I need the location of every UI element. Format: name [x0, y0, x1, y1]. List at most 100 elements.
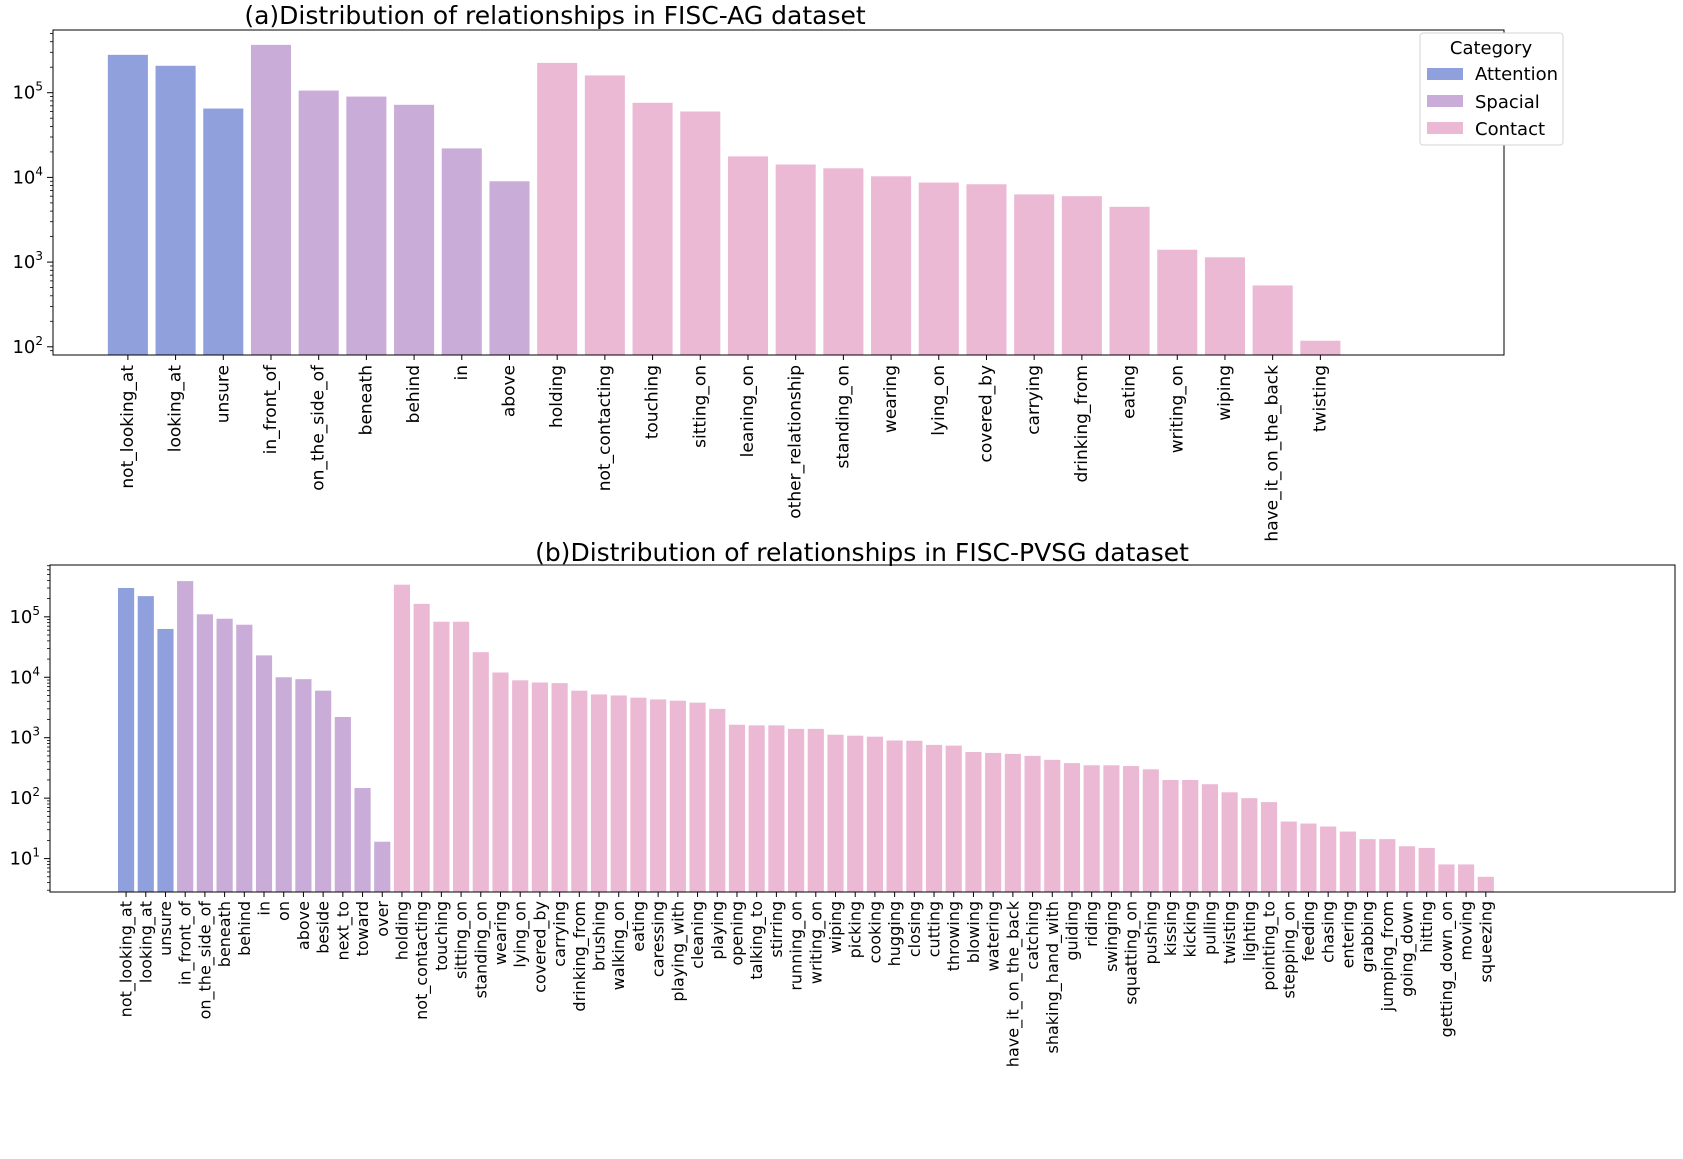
x-tick-label: swinging [1102, 901, 1121, 972]
bar-standing_on [472, 652, 489, 892]
bar-lying_on [512, 680, 529, 892]
x-tick-label: guiding [1062, 901, 1081, 961]
x-tick-label: catching [1023, 901, 1042, 970]
x-tick-label: not_looking_at [117, 901, 137, 1017]
x-tick-label: above [499, 365, 519, 417]
x-tick-label: writing_on [806, 901, 826, 984]
x-tick-label: kicking [1181, 901, 1200, 958]
bar-guiding [1063, 763, 1081, 892]
x-tick-label: above [294, 901, 313, 950]
axes-frame [52, 29, 1505, 356]
bar-hugging [886, 740, 903, 892]
bar-going_down [1398, 846, 1416, 892]
x-tick-label: twisting [1310, 365, 1330, 432]
x-tick-label: throwing [944, 901, 963, 971]
x-tick-label: wearing [491, 901, 510, 965]
bar-beneath [346, 96, 387, 355]
bar-lighting [1241, 798, 1258, 892]
bar-twisting [1300, 340, 1341, 355]
x-tick-label: blowing [964, 901, 983, 963]
bar-twisting [1221, 792, 1238, 892]
x-tick-label: kissing [1161, 901, 1180, 956]
bar-hitting [1418, 847, 1435, 892]
bar-touching [632, 102, 673, 355]
bar-talking_to [748, 725, 765, 892]
x-tick-label: beneath [215, 901, 234, 967]
x-tick-label: touching [643, 365, 663, 439]
bar-moving [1458, 864, 1475, 892]
x-tick-label: in [452, 365, 472, 381]
x-tick-label: wiping [1215, 365, 1235, 421]
x-tick-label: in_front_of [261, 364, 281, 454]
bar-pointing_to [1260, 802, 1278, 892]
x-tick-label: grabbing [1358, 901, 1377, 973]
x-tick-label: holding [547, 365, 567, 428]
y-tick-label: 102 [9, 785, 40, 809]
bar-lying_on [918, 182, 959, 355]
bar-cooking [866, 736, 883, 892]
x-tick-label: cooking [865, 901, 884, 963]
chart-b-title: (b)Distribution of relationships in FISC… [535, 538, 1189, 567]
x-tick-label: looking_at [136, 901, 156, 983]
bar-holding [537, 62, 578, 356]
legend-title: Category [1450, 38, 1533, 59]
x-tick-label: caressing [649, 901, 668, 977]
y-tick-label: 104 [12, 164, 43, 188]
bar-beside [315, 690, 332, 892]
bar-wearing [871, 176, 912, 355]
x-tick-label: leaning_on [738, 365, 758, 457]
bar-on_the_side_of [298, 90, 339, 356]
legend-swatch-attention [1427, 68, 1463, 80]
x-tick-label: other_relationship [786, 365, 806, 519]
legend-swatch-contact [1427, 122, 1463, 134]
bar-watering [985, 752, 1002, 892]
x-tick-label: playing_with [668, 901, 688, 1002]
chart-b-plot: not_looking_at looking_at unsure in_front_o… [9, 564, 1676, 1067]
bar-in [255, 655, 273, 892]
bar-writing_on [807, 728, 824, 892]
bar-unsure [157, 628, 174, 892]
bar-other_relationship [775, 164, 816, 355]
x-tick-label: running_on [787, 901, 807, 991]
bar-covered_by [966, 184, 1007, 355]
x-tick-label: sitting_on [690, 365, 710, 448]
x-tick-label: squeezing [1476, 901, 1495, 982]
x-tick-label: twisting [1220, 901, 1239, 964]
bar-playing_with [669, 700, 686, 892]
x-tick-label: have_it_on_the_back [1003, 900, 1023, 1067]
bar-cutting [925, 744, 943, 892]
x-tick-label: walking_on [609, 901, 629, 990]
x-tick-label: opening [727, 901, 746, 966]
x-tick-label: cutting [925, 901, 944, 957]
x-tick-label: on_the_side_of [195, 901, 215, 1020]
x-tick-label: chasing [1319, 901, 1338, 963]
bar-kissing [1162, 779, 1179, 892]
bar-kicking [1182, 779, 1199, 892]
bar-cleaning [689, 702, 706, 892]
bar-holding [393, 584, 411, 892]
bar-squeezing [1477, 876, 1494, 892]
x-tick-label: getting_down_on [1437, 901, 1457, 1037]
x-tick-label: covered_by [976, 365, 996, 462]
bar-riding [1083, 765, 1100, 892]
x-tick-label: eating [629, 901, 648, 952]
bar-wearing [492, 672, 509, 892]
bar-next_to [334, 717, 351, 892]
bar-eating [1109, 206, 1150, 355]
x-tick-label: wearing [881, 365, 901, 433]
bar-not_contacting [413, 603, 430, 892]
bar-drinking_from [571, 690, 588, 892]
bar-entering [1339, 831, 1356, 892]
chart-a-plot: not_looking_at looking_at unsure in_front_o… [12, 29, 1505, 542]
bar-stepping_on [1280, 821, 1297, 892]
bar-behind [236, 624, 253, 892]
bar-wiping [827, 734, 844, 892]
y-tick-label: 105 [12, 80, 43, 104]
x-tick-label: sitting_on [452, 901, 472, 979]
bar-carrying [1014, 194, 1055, 355]
x-tick-label: in [255, 901, 274, 916]
x-tick-label: unsure [156, 901, 175, 956]
bar-in [441, 148, 482, 355]
bar-caressing [650, 699, 667, 892]
